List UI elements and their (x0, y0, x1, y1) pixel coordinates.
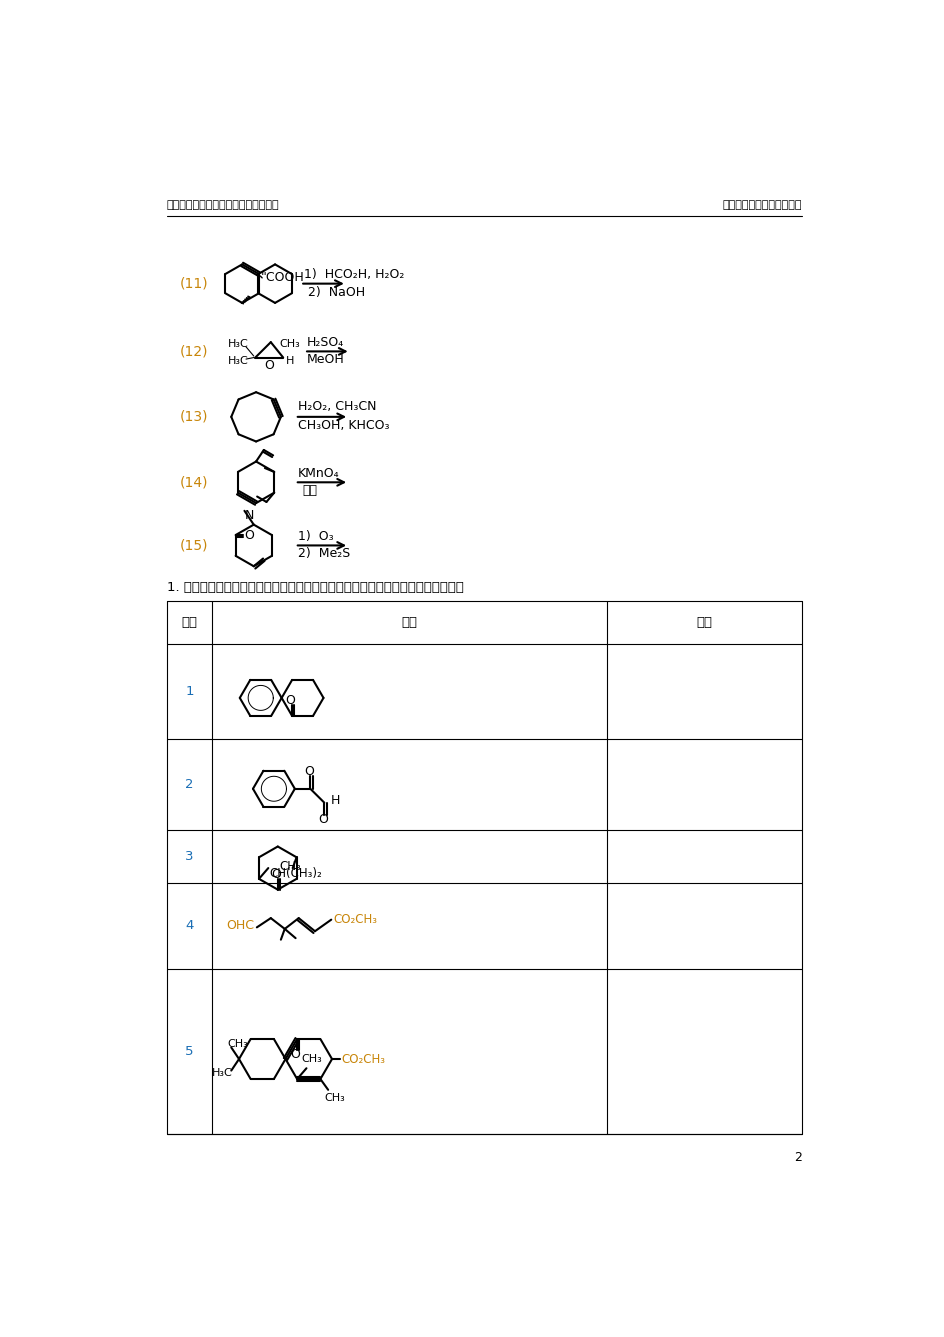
Text: KMnO₄: KMnO₄ (297, 468, 339, 480)
Text: 3: 3 (185, 850, 194, 862)
Text: CH₃OH, KHCO₃: CH₃OH, KHCO₃ (297, 418, 389, 432)
Text: (14): (14) (180, 475, 209, 489)
Text: 2)  NaOH: 2) NaOH (308, 286, 364, 299)
Text: O: O (317, 813, 328, 826)
Text: CH₃: CH₃ (301, 1054, 322, 1064)
Text: O: O (271, 868, 281, 881)
Text: (11): (11) (180, 277, 209, 290)
Text: H₂SO₄: H₂SO₄ (306, 336, 344, 349)
Text: H: H (285, 357, 294, 366)
Text: CH₃: CH₃ (279, 338, 300, 349)
Text: MeOH: MeOH (306, 353, 344, 366)
Text: H₃C: H₃C (228, 357, 248, 366)
Text: CO₂CH₃: CO₂CH₃ (333, 913, 378, 927)
Text: 第六章氧化反应习题及答案: 第六章氧化反应习题及答案 (721, 201, 801, 210)
Text: CH₃: CH₃ (324, 1092, 345, 1103)
Text: 1)  O₃: 1) O₃ (297, 529, 333, 543)
Text: O: O (304, 765, 313, 778)
Text: H₂O₂, CH₃CN: H₂O₂, CH₃CN (297, 400, 376, 413)
Text: O: O (244, 529, 254, 543)
Text: (12): (12) (180, 345, 209, 358)
Text: 1: 1 (185, 686, 194, 698)
Text: 5: 5 (185, 1044, 194, 1058)
Text: CO₂CH₃: CO₂CH₃ (341, 1052, 385, 1066)
Text: 2: 2 (185, 778, 194, 792)
Text: O: O (264, 358, 274, 372)
Text: 2)  Me₂S: 2) Me₂S (297, 547, 350, 560)
Text: CH₃: CH₃ (279, 860, 301, 873)
Text: 1. 根据以下指定原料、试剂和反应条件，写出其合成反应的主要产物（参考答案）: 1. 根据以下指定原料、试剂和反应条件，写出其合成反应的主要产物（参考答案） (167, 582, 464, 594)
Text: N: N (244, 509, 254, 521)
Text: "COOH: "COOH (261, 271, 304, 285)
Text: O: O (285, 694, 295, 707)
Text: 1)  HCO₂H, H₂O₂: 1) HCO₂H, H₂O₂ (304, 267, 404, 281)
Text: 注释: 注释 (696, 616, 711, 628)
Text: CH₃: CH₃ (228, 1039, 248, 1048)
Text: 丙酮: 丙酮 (302, 484, 317, 497)
Text: O: O (291, 1048, 300, 1062)
Text: CH(CH₃)₂: CH(CH₃)₂ (270, 866, 322, 880)
Text: 《药物合成反应》（第三版）闻韧主编: 《药物合成反应》（第三版）闻韧主编 (167, 201, 279, 210)
Text: 4: 4 (185, 920, 194, 932)
Text: 2: 2 (793, 1151, 801, 1165)
Text: 答案: 答案 (401, 616, 417, 628)
Text: OHC: OHC (226, 920, 254, 932)
Text: (13): (13) (180, 410, 209, 424)
Text: 题号: 题号 (181, 616, 197, 628)
Text: H₃C: H₃C (228, 338, 248, 349)
Text: H: H (330, 794, 340, 806)
Text: (15): (15) (180, 539, 209, 552)
Text: H₃C: H₃C (211, 1068, 232, 1078)
